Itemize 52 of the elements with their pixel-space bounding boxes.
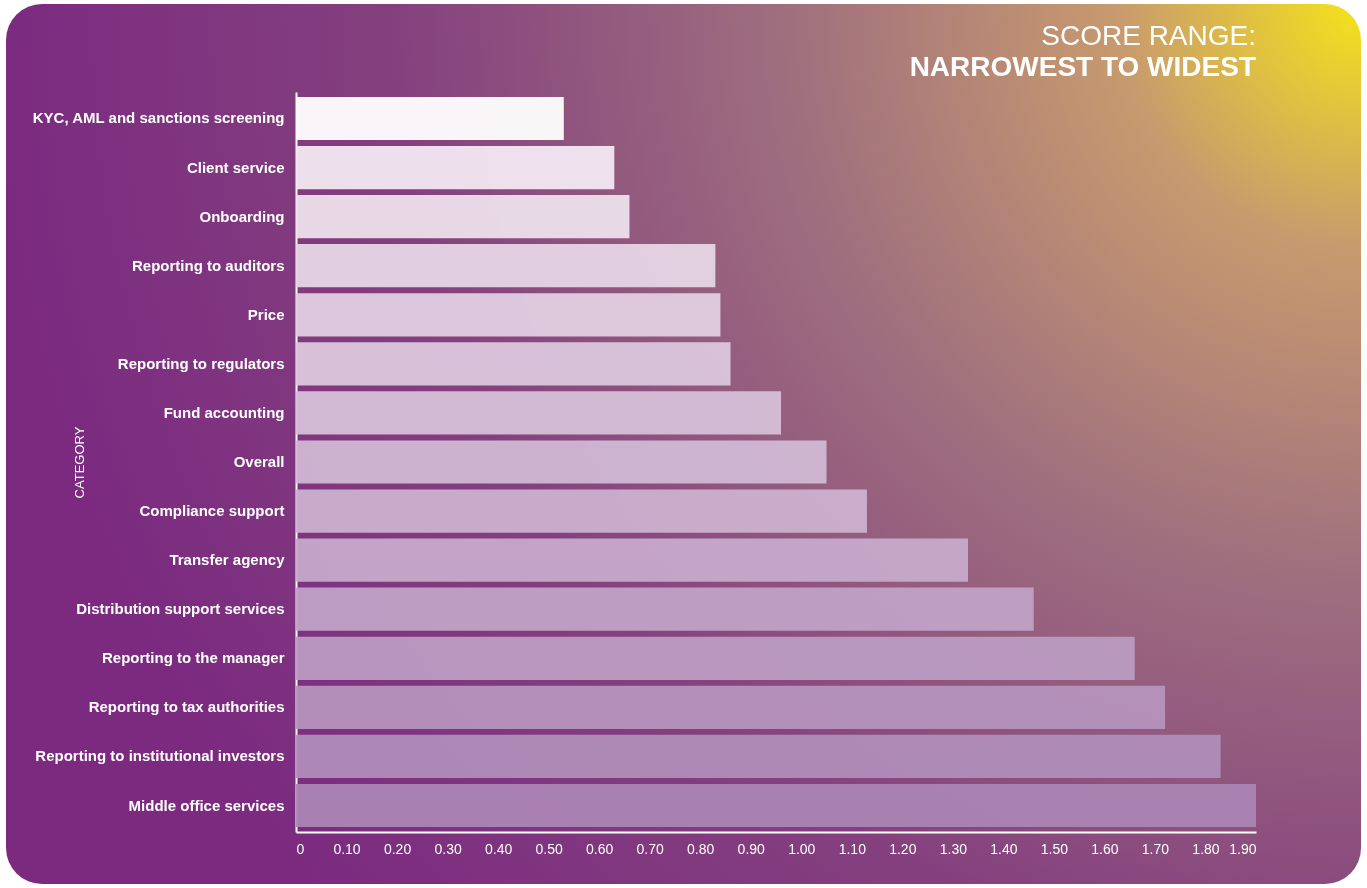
x-tick-label: 0.80	[687, 840, 715, 857]
bar	[296, 587, 1034, 631]
y-tick-label: Reporting to institutional investors	[35, 747, 285, 765]
chart-title: SCORE RANGE:	[1041, 20, 1256, 51]
y-tick-label: Distribution support services	[76, 600, 285, 618]
x-tick-label: 1.30	[939, 840, 968, 857]
y-tick-label: Overall	[233, 453, 285, 470]
x-tick-label: 0.90	[737, 840, 766, 857]
x-tick-label: 0.60	[586, 840, 614, 857]
y-tick-label: Client service	[186, 158, 285, 176]
x-tick-label: 1.60	[1091, 840, 1119, 857]
bar	[296, 195, 630, 239]
bar	[296, 489, 867, 533]
y-tick-label: Price	[247, 305, 285, 323]
x-tick-label: 0.40	[484, 840, 513, 857]
y-tick-label: KYC, AML and sanctions screening	[32, 109, 285, 127]
bar	[296, 244, 716, 288]
bar	[296, 145, 615, 190]
y-tick-label: Fund accounting	[163, 403, 285, 421]
x-tick-label: 0.20	[383, 840, 412, 857]
y-tick-label: Compliance support	[139, 502, 285, 520]
x-tick-label: 1.40	[990, 840, 1018, 857]
x-tick-label: 1.20	[889, 840, 917, 857]
bar	[296, 342, 731, 386]
bar	[296, 734, 1221, 779]
x-tick-label: 0	[296, 840, 305, 857]
bar	[296, 293, 721, 337]
y-tick-label: Reporting to the manager	[101, 649, 285, 667]
x-tick-label: 1.00	[788, 840, 816, 857]
y-axis-title: CATEGORY	[71, 426, 87, 499]
x-tick-label: 1.70	[1141, 840, 1170, 857]
x-tick-label: 0.30	[434, 840, 462, 857]
x-tick-label: 1.50	[1040, 840, 1069, 857]
x-tick-label: 0.70	[636, 840, 665, 857]
bar	[296, 391, 782, 435]
bar	[296, 685, 1166, 729]
bar	[296, 636, 1135, 680]
chart-subtitle: NARROWEST TO WIDEST	[909, 51, 1256, 82]
y-tick-label: Reporting to auditors	[132, 256, 285, 274]
y-tick-label: Reporting to tax authorities	[88, 698, 285, 716]
x-tick-label: 0.50	[535, 840, 563, 857]
y-tick-label: Transfer agency	[169, 551, 286, 569]
x-tick-label: 1.80	[1192, 840, 1220, 857]
bar	[296, 783, 1256, 828]
y-tick-label: Middle office services	[128, 796, 285, 814]
y-tick-label: Onboarding	[199, 207, 285, 225]
bar	[296, 440, 827, 484]
bar	[296, 538, 968, 582]
x-tick-label: 1.90	[1229, 840, 1257, 857]
x-tick-label: 1.10	[838, 840, 867, 857]
x-tick-label: 0.10	[333, 840, 361, 857]
y-tick-label: Reporting to regulators	[117, 354, 285, 372]
